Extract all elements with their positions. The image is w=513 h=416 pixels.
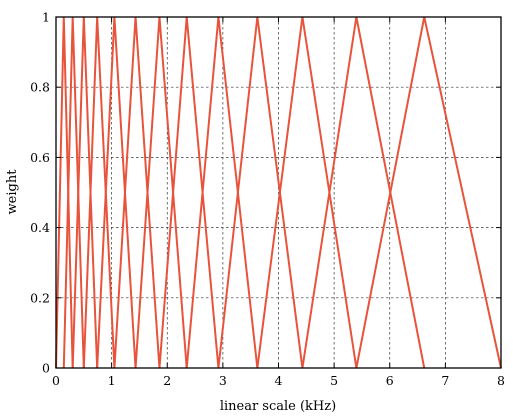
filter-6-line bbox=[113, 16, 161, 369]
x-tick-label: 6 bbox=[386, 373, 394, 388]
x-tick-label: 3 bbox=[219, 373, 227, 388]
x-tick-label: 8 bbox=[497, 373, 505, 388]
x-tick-label: 5 bbox=[330, 373, 338, 388]
x-tick-label: 4 bbox=[275, 373, 283, 388]
filter-8-line bbox=[158, 16, 220, 369]
filter-13-line bbox=[355, 16, 502, 369]
x-axis-label: linear scale (kHz) bbox=[220, 399, 336, 414]
y-tick-label: 0.2 bbox=[30, 290, 50, 305]
axis-ticks: 0 1 2 3 4 5 6 7 8 0 0.2 0.4 0.6 0.8 1 bbox=[30, 10, 505, 389]
x-tick-label: 7 bbox=[441, 373, 449, 388]
y-tick-label: 0.4 bbox=[30, 220, 50, 235]
y-tick-label: 0.6 bbox=[30, 150, 50, 165]
filter-12-line bbox=[301, 16, 426, 369]
x-tick-label: 2 bbox=[163, 373, 171, 388]
grid-lines bbox=[56, 17, 501, 368]
y-tick-label: 1 bbox=[42, 10, 50, 25]
filter-5-line bbox=[96, 16, 137, 369]
y-tick-label: 0.8 bbox=[30, 80, 50, 95]
filter-7-line bbox=[134, 16, 188, 369]
filter-9-line bbox=[185, 16, 259, 369]
filter-11-line bbox=[256, 16, 358, 369]
x-tick-label: 1 bbox=[108, 373, 116, 388]
x-tick-label: 0 bbox=[52, 373, 60, 388]
filter-10-line bbox=[217, 16, 304, 369]
y-tick-label: 0 bbox=[42, 361, 50, 376]
y-axis-label: weight bbox=[5, 169, 20, 215]
